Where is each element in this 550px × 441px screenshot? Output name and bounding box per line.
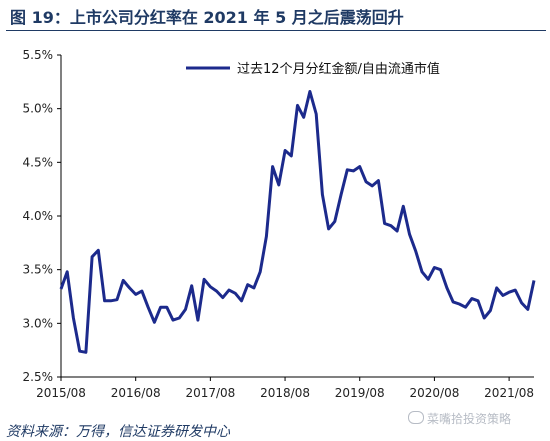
y-tick-label: 4.0% xyxy=(23,209,54,223)
y-tick-label: 4.5% xyxy=(23,155,54,169)
watermark-text: 菜嘴拾投资策略 xyxy=(427,412,512,426)
x-tick-label: 2016/08 xyxy=(111,386,161,400)
y-tick-label: 2.5% xyxy=(23,370,54,384)
y-axis-ticks: 2.5% 3.0% 3.5% 4.0% 4.5% 5.0% 5.5% xyxy=(23,48,61,384)
y-tick-label: 3.0% xyxy=(23,316,54,330)
x-tick-label: 2019/08 xyxy=(335,386,385,400)
x-tick-label: 2020/08 xyxy=(409,386,459,400)
y-tick-label: 5.0% xyxy=(23,102,54,116)
source-note: 资料来源：万得，信达证券研发中心 xyxy=(6,424,230,440)
legend: 过去12个月分红金额/自由流通市值 xyxy=(186,61,440,77)
legend-label: 过去12个月分红金额/自由流通市值 xyxy=(237,61,440,77)
x-axis-ticks: 2015/08 2016/08 2017/08 2018/08 2019/08 2020/… xyxy=(36,377,534,400)
y-tick-label: 5.5% xyxy=(23,48,54,62)
title-divider xyxy=(6,30,546,31)
x-tick-label: 2017/08 xyxy=(185,386,235,400)
x-tick-label: 2015/08 xyxy=(36,386,86,400)
x-tick-label: 2021/08 xyxy=(484,386,534,400)
wechat-icon xyxy=(408,411,424,424)
page-title: 图 19：上市公司分红率在 2021 年 5 月之后震荡回升 xyxy=(10,8,404,27)
series-line xyxy=(59,90,536,354)
y-tick-label: 3.5% xyxy=(23,263,54,277)
x-tick-label: 2018/08 xyxy=(260,386,310,400)
watermark: 菜嘴拾投资策略 xyxy=(408,410,511,427)
